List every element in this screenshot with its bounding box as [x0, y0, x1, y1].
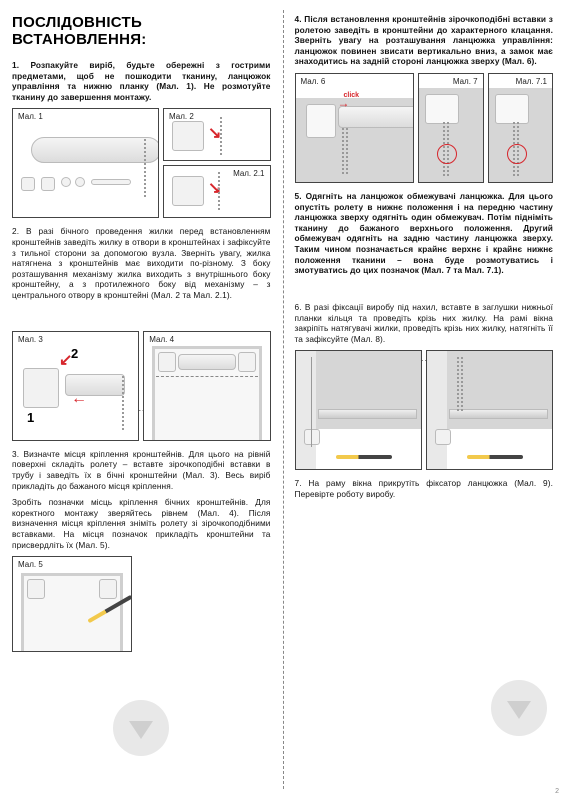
- figure-row-8-9: Мал. 8 Мал. 9: [295, 350, 554, 470]
- step-3b-text: Зробіть позначки місць кріплення бічних …: [12, 497, 271, 550]
- figure-1: Мал. 1: [12, 108, 159, 218]
- figure-3-num-1: 1: [27, 410, 34, 425]
- figure-8: Мал. 8: [295, 350, 422, 470]
- figure-row-3-4: Мал. 3 ↙ ← 1 2 Мал. 4: [12, 331, 271, 441]
- figure-3-num-2: 2: [71, 346, 78, 361]
- figure-4: Мал. 4: [143, 331, 270, 441]
- page-title: ПОСЛІДОВНІСТЬ ВСТАНОВЛЕННЯ:: [12, 14, 271, 48]
- figure-7-1: Мал. 7.1: [488, 73, 553, 183]
- figure-7: Мал. 7: [418, 73, 483, 183]
- step-4-text: 4. Після встановлення кронштейнів зірочк…: [295, 14, 554, 67]
- step-3a-text: 3. Визначте місця кріплення кронштейнів.…: [12, 449, 271, 491]
- step-1-text: 1. Розпакуйте виріб, будьте обережні з г…: [12, 60, 271, 102]
- figure-2: Мал. 2 ↘: [163, 108, 270, 161]
- page-number: 2: [555, 788, 559, 795]
- figure-3: Мал. 3 ↙ ← 1 2: [12, 331, 139, 441]
- figure-9: Мал. 9: [426, 350, 553, 470]
- step-7-text: 7. На раму вікна прикрутіть фіксатор лан…: [295, 478, 554, 499]
- step-5-text: 5. Одягніть на ланцюжок обмежувачі ланцю…: [295, 191, 554, 276]
- left-column: ПОСЛІДОВНІСТЬ ВСТАНОВЛЕННЯ: 1. Розпакуйт…: [0, 0, 283, 799]
- step-2-text: 2. В разі бічного проведення жилки перед…: [12, 226, 271, 300]
- figure-6: Мал. 6 → click: [295, 73, 415, 183]
- click-label: click: [344, 92, 360, 99]
- right-column: 4. Після встановлення кронштейнів зірочк…: [283, 0, 565, 799]
- figure-row-1-2: Мал. 1 Мал. 2 ↘ Мал. 2.1: [12, 108, 271, 218]
- figure-row-6-7: Мал. 6 → click Мал. 7 Мал. 7.1: [295, 73, 554, 183]
- figure-2-1: Мал. 2.1 ↘: [163, 165, 270, 218]
- figure-5: Мал. 5: [12, 556, 132, 652]
- step-6-text: 6. В разі фіксації виробу під нахил, вст…: [295, 302, 554, 344]
